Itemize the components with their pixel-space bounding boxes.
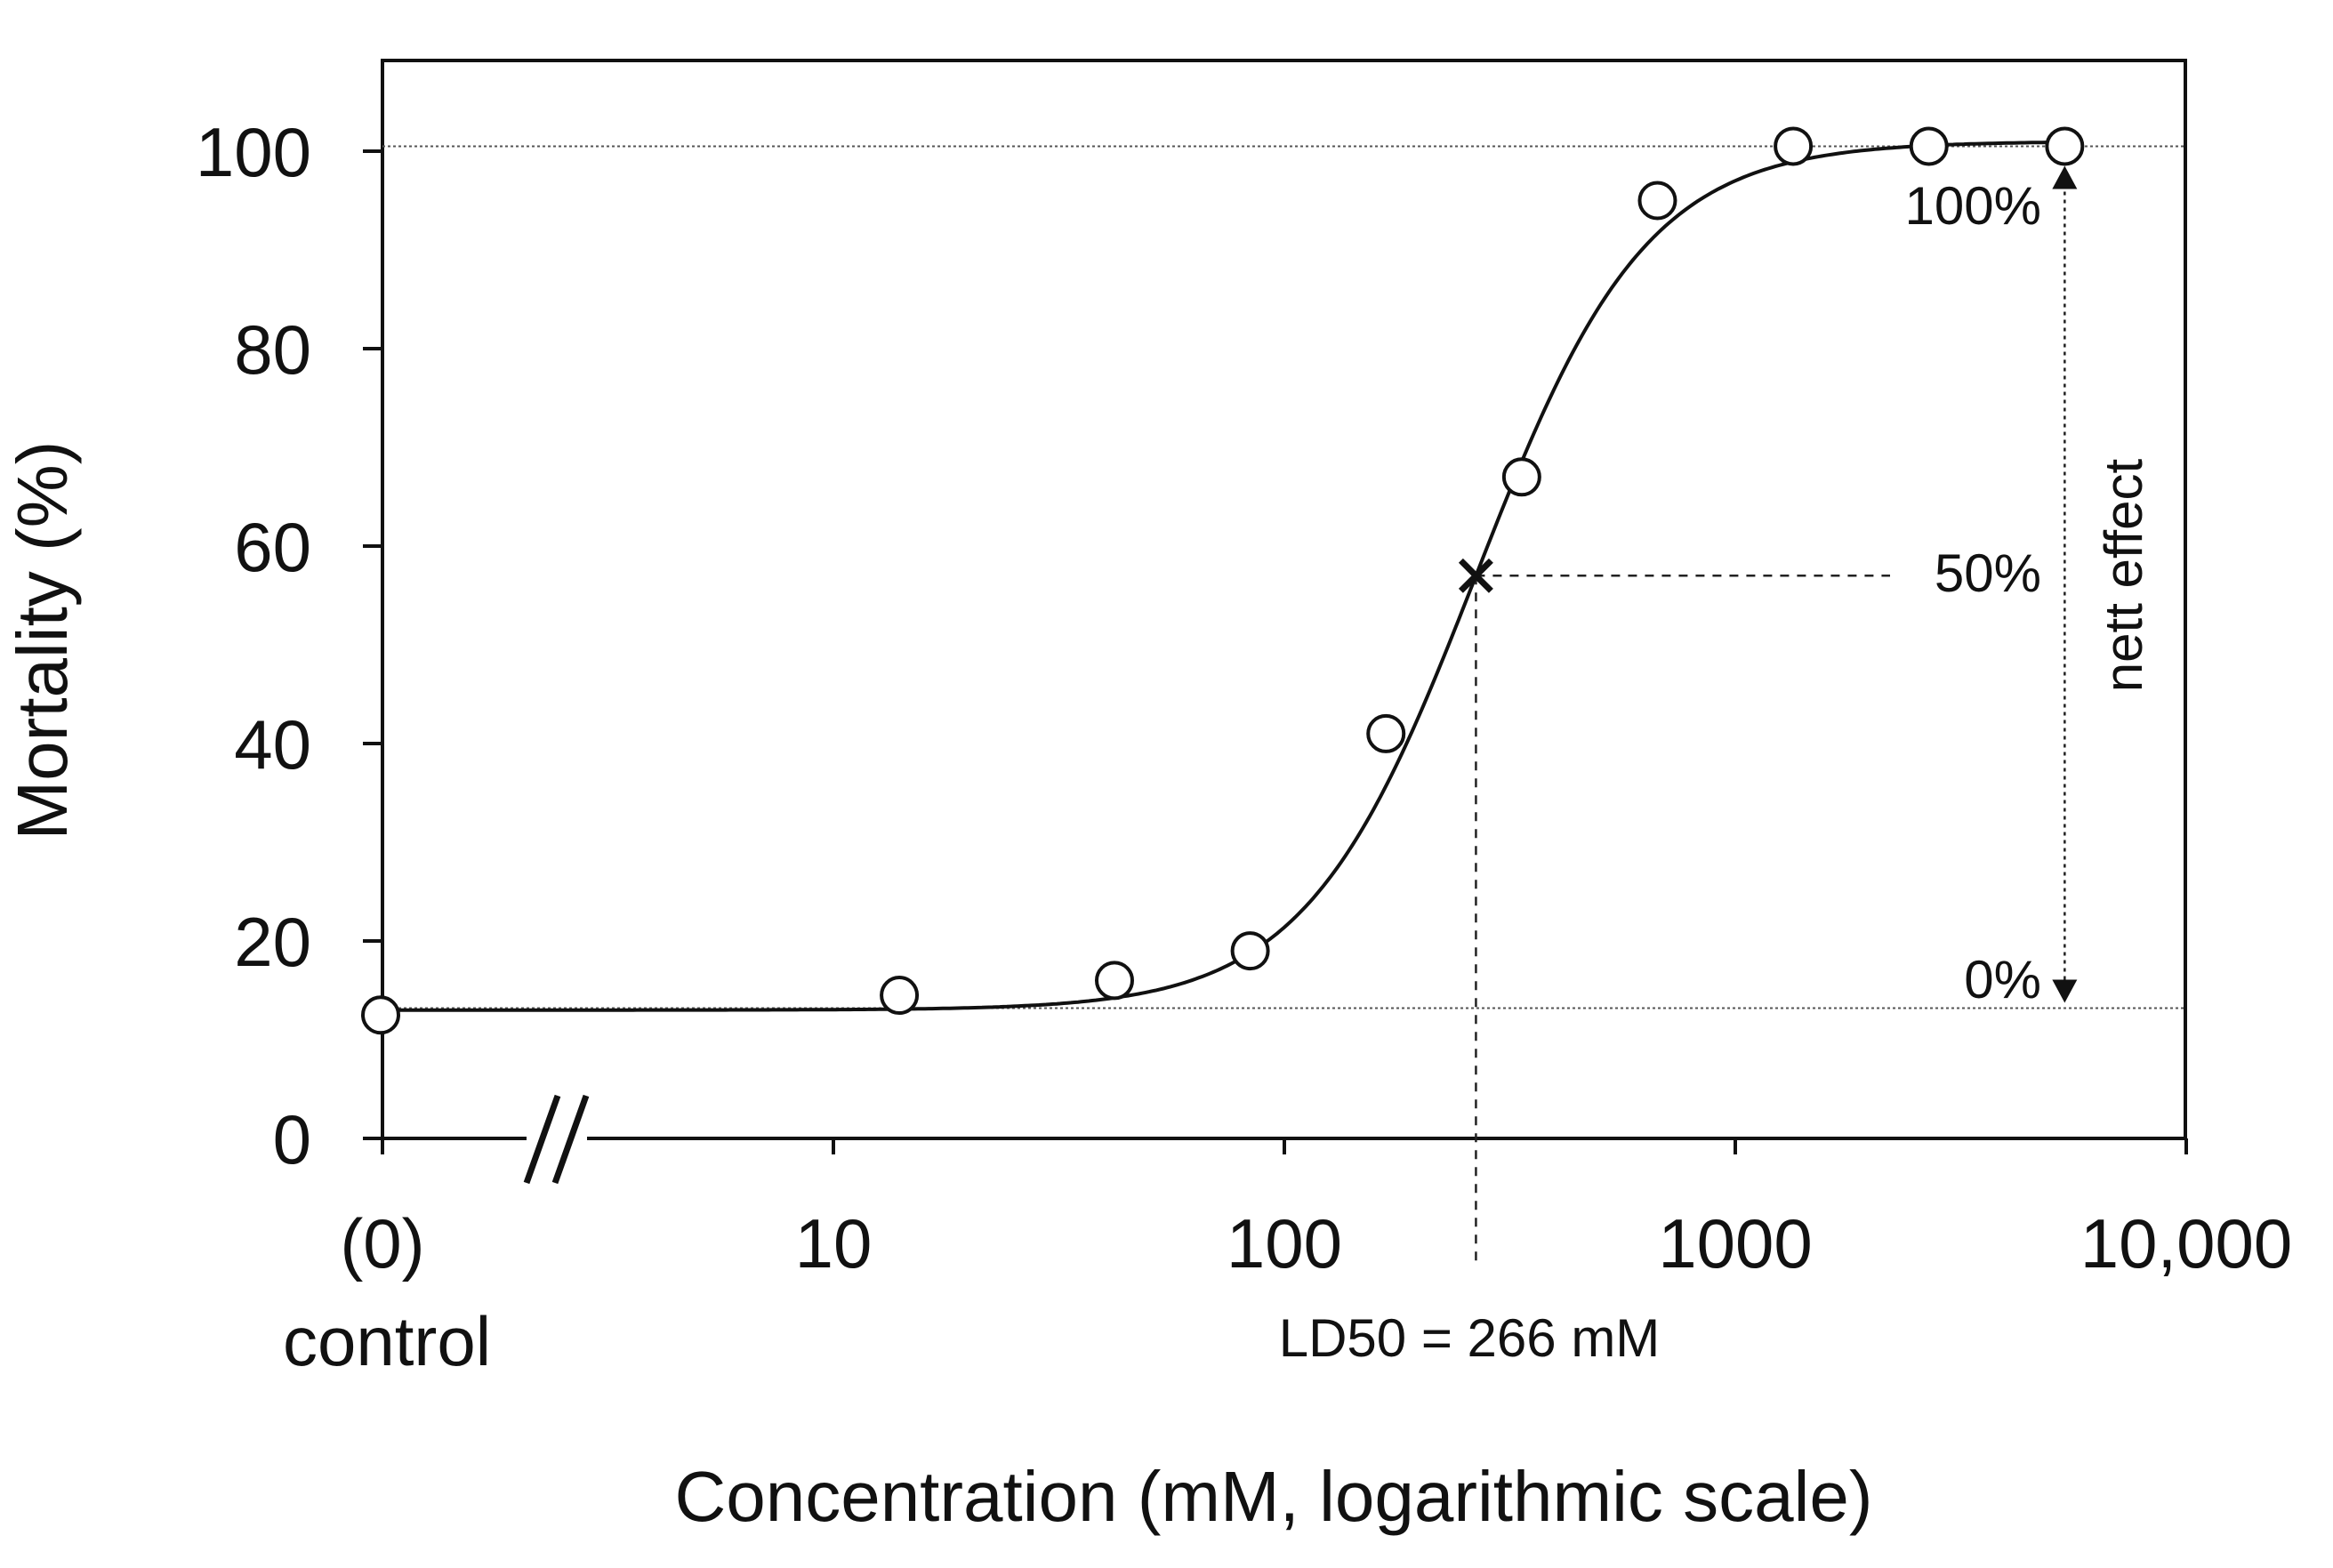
data-point	[361, 995, 400, 1035]
frame-outline	[381, 59, 2187, 1138]
x-tick-sublabel: control	[283, 1302, 491, 1380]
x-tick-label: 1000	[1658, 1204, 1813, 1283]
ld50-guides	[1475, 575, 1890, 1267]
plot-frame	[381, 59, 2187, 1138]
axis-break-mark	[523, 1094, 561, 1185]
x-axis-title: Concentration (mM, logarithmic scale)	[674, 1457, 1872, 1536]
top-percent-label: 100%	[1905, 176, 2041, 236]
fit-curve	[381, 140, 2063, 1012]
x-tick-label: 10,000	[2080, 1204, 2293, 1283]
data-point	[1366, 713, 1406, 753]
bottom-percent-label: 0%	[1964, 950, 2041, 1009]
reference-lines	[382, 145, 2185, 1009]
data-point	[2045, 126, 2085, 166]
x-axis: (0) control 10 100 1000 10,000	[283, 1094, 2293, 1380]
data-point	[1230, 931, 1270, 971]
x-tick-label: 100	[1227, 1204, 1342, 1283]
x-tick-label: 10	[795, 1204, 873, 1283]
y-tick-label: 20	[234, 903, 311, 981]
nett-effect-label: nett effect	[2094, 458, 2153, 692]
y-tick-label: 80	[234, 310, 311, 389]
arrow-head-down	[2052, 979, 2078, 1003]
axis-break-mark	[551, 1094, 590, 1185]
ld50-label: LD50 = 266 mM	[1279, 1308, 1661, 1368]
y-axis-title: Mortality (%)	[3, 441, 82, 840]
arrow-head-up	[2052, 165, 2078, 189]
y-tick-label: 0	[273, 1100, 311, 1178]
y-axis: 0 20 40 60 80 100	[196, 113, 382, 1178]
x-tick-label: (0)	[340, 1204, 424, 1283]
ld50-cross-stroke	[1458, 558, 1493, 593]
ld50-marker	[1458, 558, 1493, 593]
mid-percent-label: 50%	[1935, 543, 2041, 603]
data-point	[1501, 457, 1541, 497]
y-tick-label: 100	[196, 113, 311, 191]
y-tick-label: 60	[234, 508, 311, 586]
data-point	[880, 976, 920, 1016]
nett-effect-arrow	[2052, 165, 2078, 1003]
data-point	[1637, 181, 1677, 221]
data-point	[1094, 961, 1134, 1001]
data-point	[1774, 126, 1814, 166]
data-point	[1909, 126, 1949, 166]
data-points	[361, 126, 2085, 1035]
y-tick-label: 40	[234, 705, 311, 784]
